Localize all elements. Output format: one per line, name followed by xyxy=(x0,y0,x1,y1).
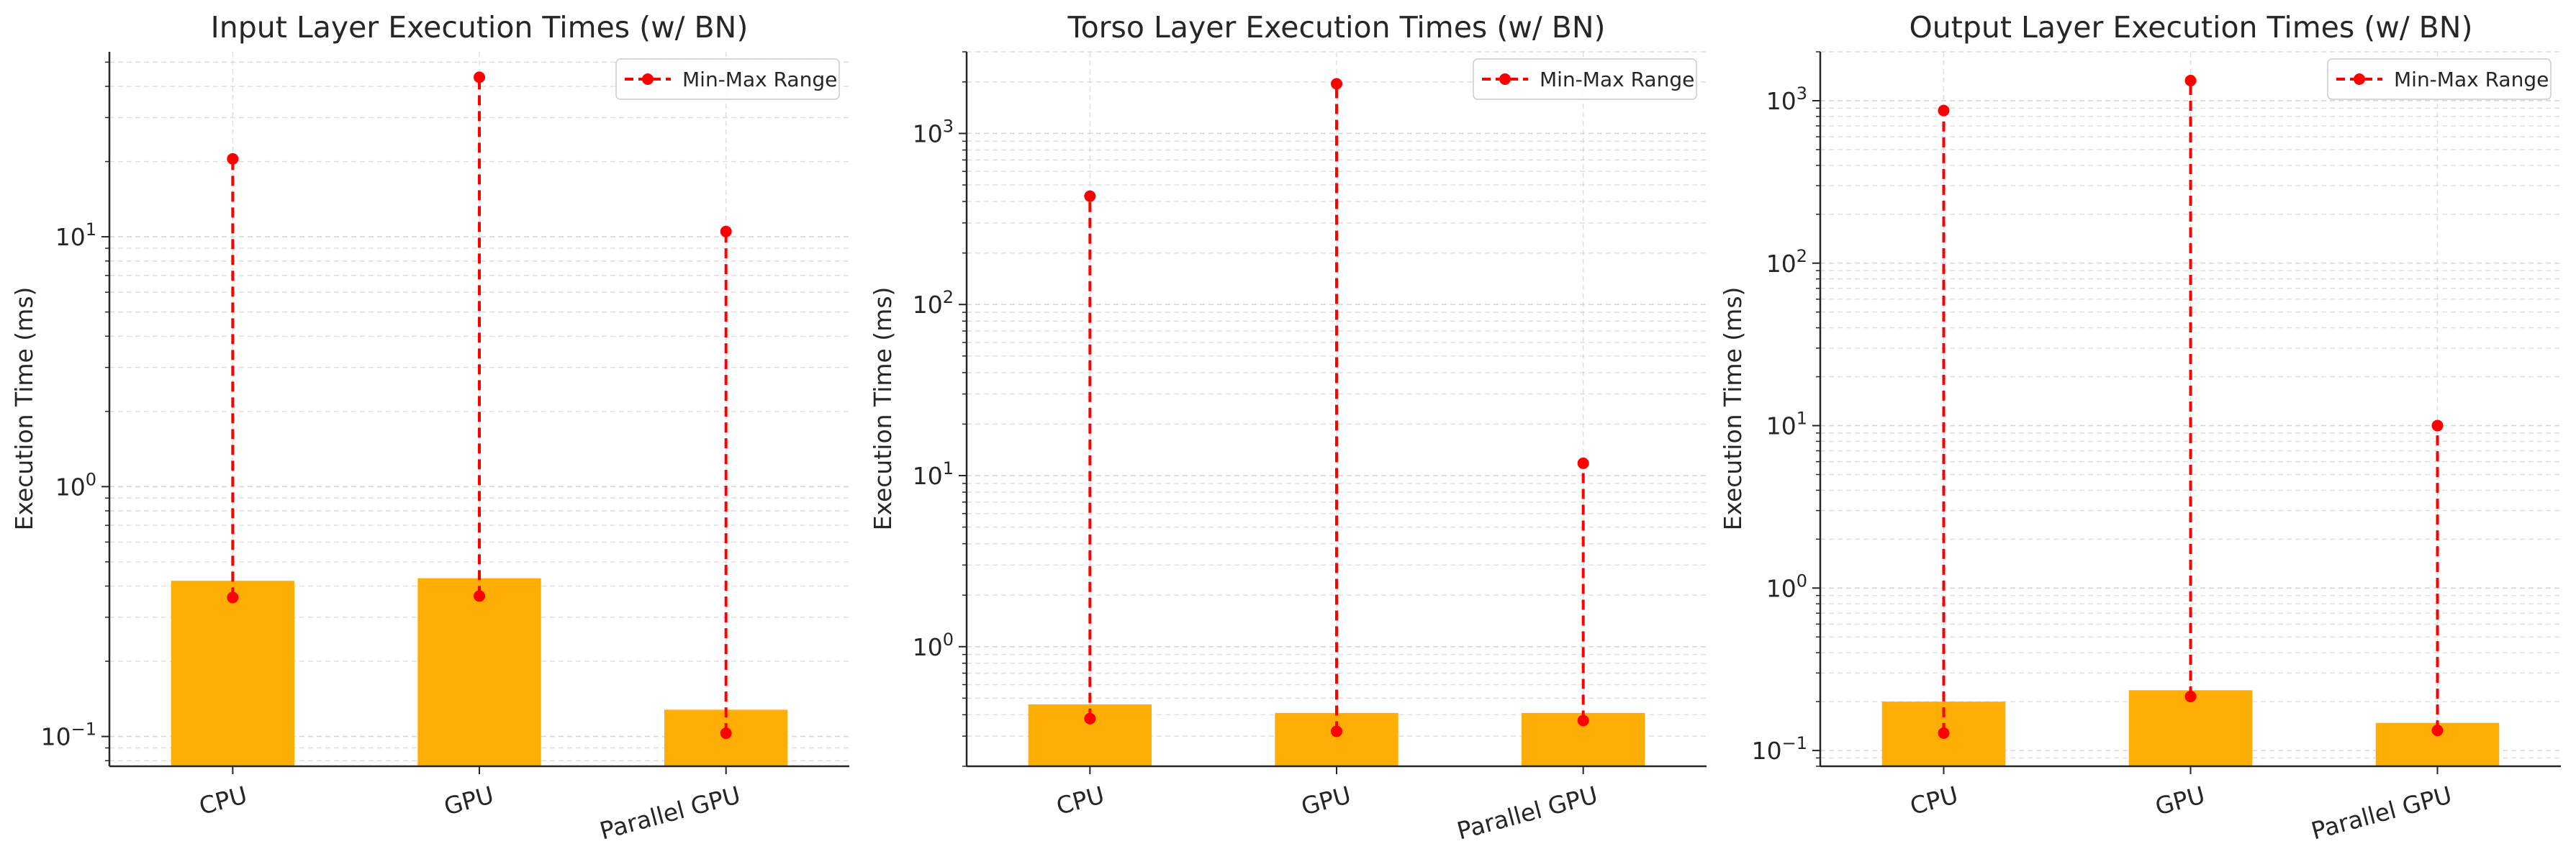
range-max-point xyxy=(1331,78,1342,90)
x-tick-label: GPU xyxy=(2152,781,2207,821)
x-tick-label: Parallel GPU xyxy=(1454,781,1601,845)
legend: Min-Max Range xyxy=(615,58,840,100)
legend-label: Min-Max Range xyxy=(682,68,837,91)
x-tick-label: CPU xyxy=(196,781,250,820)
y-tick-label: 101 xyxy=(913,458,954,490)
y-tick-label: 103 xyxy=(913,116,954,147)
legend-box xyxy=(2327,58,2552,100)
legend: Min-Max Range xyxy=(2327,58,2552,100)
bar xyxy=(2128,690,2253,766)
range-min-point xyxy=(720,727,732,740)
x-tick-label: Parallel GPU xyxy=(2308,781,2455,845)
legend-marker xyxy=(2354,73,2365,85)
y-tick-label: 102 xyxy=(1766,246,1807,278)
chart-title: Input Layer Execution Times (w/ BN) xyxy=(211,10,749,45)
y-tick-label: 103 xyxy=(1766,83,1807,115)
y-tick-label: 100 xyxy=(55,469,96,501)
range-max-point xyxy=(1938,104,1950,117)
legend-box xyxy=(1473,58,1697,100)
legend-label: Min-Max Range xyxy=(1540,68,1694,91)
y-tick-label: 100 xyxy=(1766,571,1807,602)
range-max-point xyxy=(474,71,485,83)
y-axis-label: Execution Time (ms) xyxy=(1719,287,1747,531)
y-axis-label: Execution Time (ms) xyxy=(869,287,897,531)
bar xyxy=(1275,712,1398,766)
range-max-point xyxy=(1577,457,1589,469)
range-max-point xyxy=(227,153,239,165)
chart-svg-input: Input Layer Execution Times (w/ BN) Exec… xyxy=(10,10,849,845)
range-min-point xyxy=(1084,712,1096,725)
y-tick-label: 101 xyxy=(55,219,96,251)
range-min-point xyxy=(2184,691,2197,703)
y-axis-label: Execution Time (ms) xyxy=(10,287,38,531)
legend-label: Min-Max Range xyxy=(2394,68,2549,91)
y-tick-label: 102 xyxy=(913,287,954,319)
x-tick-label: Parallel GPU xyxy=(597,781,744,845)
range-min-point xyxy=(2431,725,2444,737)
range-max-point xyxy=(1084,190,1096,202)
y-tick-label: 101 xyxy=(1766,409,1807,440)
y-tick-label: 10−1 xyxy=(41,719,96,751)
chart-title: Output Layer Execution Times (w/ BN) xyxy=(1910,10,2473,45)
range-max-point xyxy=(720,225,732,237)
range-min-point xyxy=(1938,727,1950,739)
chart-panel-input: Input Layer Execution Times (w/ BN) Exec… xyxy=(0,0,859,849)
range-max-point xyxy=(2184,75,2197,87)
legend-marker xyxy=(1499,73,1511,85)
bar xyxy=(417,578,541,766)
x-tick-label: GPU xyxy=(1298,781,1354,821)
range-max-point xyxy=(2431,419,2444,432)
chart-svg-output: Output Layer Execution Times (w/ BN) Exe… xyxy=(1719,10,2561,845)
legend: Min-Max Range xyxy=(1473,58,1697,100)
x-tick-label: CPU xyxy=(1053,781,1107,820)
bar xyxy=(171,581,294,766)
chart-svg-torso: Torso Layer Execution Times (w/ BN) Exec… xyxy=(869,10,1707,845)
legend-marker xyxy=(642,73,654,85)
y-tick-label: 100 xyxy=(913,630,954,661)
y-tick-label: 10−1 xyxy=(1752,733,1807,765)
x-tick-label: GPU xyxy=(441,781,497,821)
x-tick-label: CPU xyxy=(1907,781,1961,820)
range-min-point xyxy=(227,591,239,604)
chart-panel-output: Output Layer Execution Times (w/ BN) Exe… xyxy=(1717,0,2576,849)
range-min-point xyxy=(1331,725,1342,737)
chart-title: Torso Layer Execution Times (w/ BN) xyxy=(1067,10,1606,45)
chart-panel-torso: Torso Layer Execution Times (w/ BN) Exec… xyxy=(859,0,1717,849)
legend-box xyxy=(615,58,840,100)
range-min-point xyxy=(1577,714,1589,727)
range-min-point xyxy=(474,590,485,602)
